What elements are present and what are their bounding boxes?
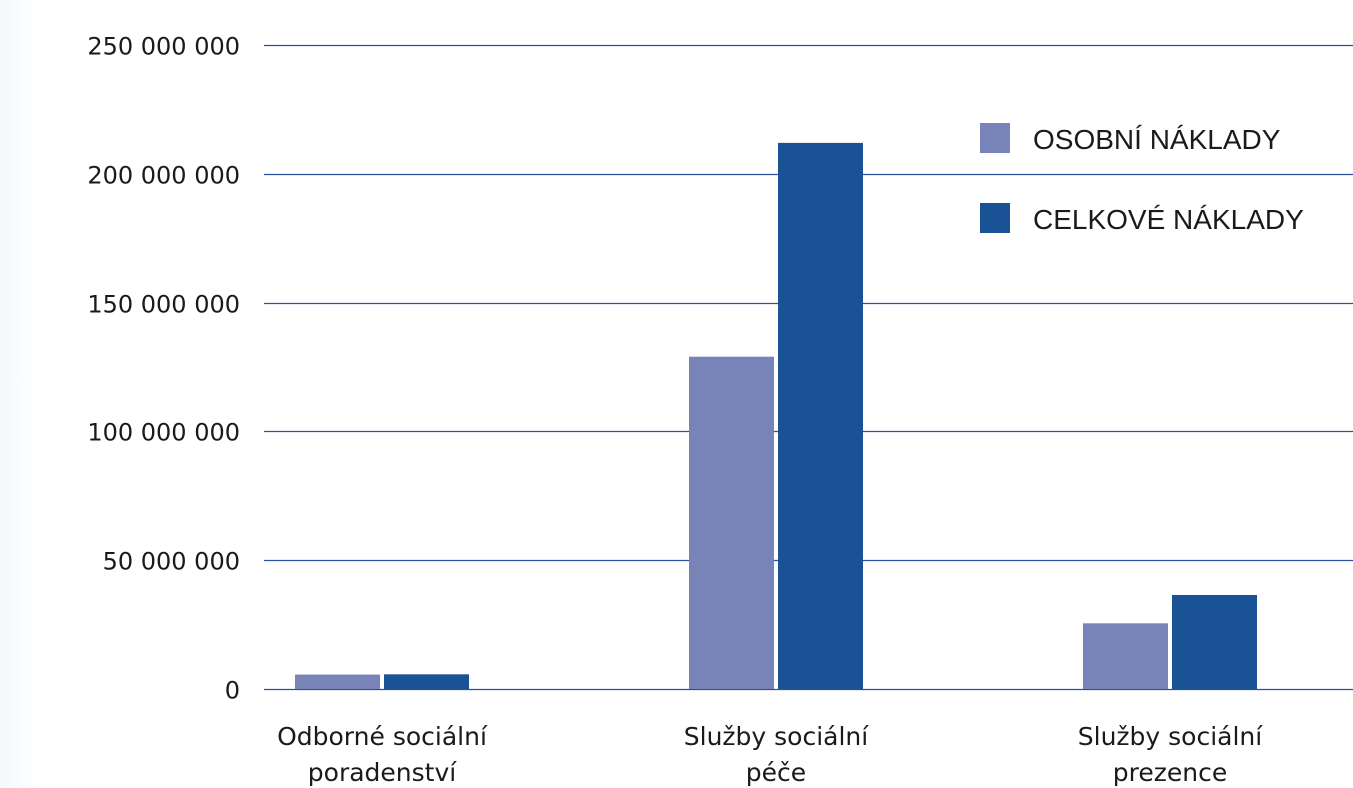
x-axis-category-labels: Odborné sociální poradenství Služby sociál…: [277, 722, 1263, 787]
bar-celkove-2: [1172, 594, 1257, 689]
bar-osobni-2: [1083, 623, 1168, 689]
bar-celkove-1: [778, 142, 863, 689]
legend-label: OSOBNÍ NÁKLADY: [1033, 124, 1281, 155]
legend-label: CELKOVÉ NÁKLADY: [1033, 204, 1304, 235]
x-category-label: Služby sociální prezence: [1078, 722, 1264, 787]
y-tick-label: 50 000 000: [103, 548, 240, 576]
x-category-label: Odborné sociální poradenství: [277, 722, 488, 787]
bars: [295, 142, 1257, 689]
y-tick-label: 200 000 000: [87, 162, 240, 190]
y-axis-tick-labels: 0 50 000 000 100 000 000 150 000 000 200 000…: [87, 33, 240, 705]
x-category-label: Služby sociální péče: [684, 722, 870, 787]
legend-swatch: [980, 203, 1010, 233]
y-tick-label: 100 000 000: [87, 419, 240, 447]
legend-swatch: [980, 123, 1010, 153]
bar-celkove-0: [384, 674, 469, 689]
bar-osobni-0: [295, 674, 380, 689]
y-tick-label: 0: [225, 677, 240, 705]
y-tick-label: 150 000 000: [87, 291, 240, 319]
y-tick-label: 250 000 000: [87, 33, 240, 61]
legend: OSOBNÍ NÁKLADY CELKOVÉ NÁKLADY: [980, 123, 1304, 235]
bar-osobni-1: [689, 356, 774, 689]
